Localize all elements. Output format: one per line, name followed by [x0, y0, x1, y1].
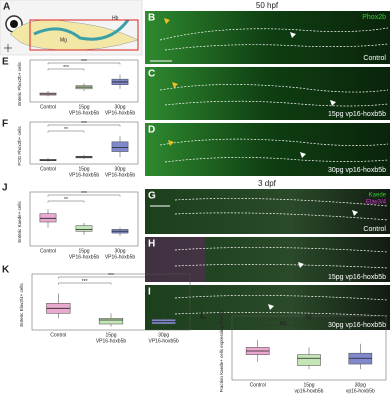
x-tick-label: 15pg — [78, 248, 89, 254]
significance-label: *** — [81, 59, 87, 65]
marker-label: Phox2b — [362, 14, 386, 21]
x-tick-label: 15pg — [303, 382, 314, 388]
significance-bracket — [58, 276, 164, 279]
y-axis-label: POD Phox2b+ cells — [17, 126, 22, 166]
y-axis-label: Enteric Kaede+ cells — [17, 201, 22, 243]
x-tick-label: vp16-hoxb5b — [346, 388, 375, 394]
plot-frame — [29, 59, 139, 103]
panel-letter: H — [148, 239, 155, 250]
plot-frame — [29, 191, 139, 247]
x-tick-label: Control — [250, 382, 266, 388]
significance-label: *** — [108, 273, 114, 279]
panel-letter: C — [148, 69, 155, 80]
x-tick-label: 30pg — [355, 382, 366, 388]
schematic-label: Mg — [60, 37, 67, 43]
significance-bracket — [47, 62, 121, 65]
panel-letter: B — [148, 13, 155, 24]
micrograph: I 30pg vp16-hoxb5b — [145, 285, 390, 330]
panel-letter: F — [2, 119, 8, 130]
x-tick-label: VP16-hoxb5b — [149, 338, 180, 344]
plot-frame — [31, 273, 191, 331]
micrograph: G Kaede Elav3/4 Control — [145, 189, 390, 234]
significance-label: *** — [81, 121, 87, 127]
chart: L Fraction Kaede+ cells expressing Elav3/… — [200, 309, 387, 394]
significance-label: ** — [64, 197, 68, 203]
significance-label: *** — [81, 191, 87, 197]
marker-label: Elav3/4 — [366, 200, 387, 206]
significance-bracket — [47, 194, 121, 197]
panel-letter: L — [200, 311, 206, 322]
schematic-label: Hb — [112, 15, 119, 21]
panel-letter: K — [2, 265, 10, 276]
box — [111, 141, 129, 152]
significance-bracket — [47, 130, 85, 133]
plot-frame — [29, 121, 139, 165]
y-axis-label: Enteric Phox2b+ cells — [17, 62, 22, 106]
x-tick-label: Control — [40, 104, 56, 110]
marker-label: Kaede — [369, 193, 387, 199]
significance-bracket — [257, 318, 361, 321]
x-tick-label: 15pg — [78, 104, 89, 110]
box — [98, 318, 124, 325]
x-tick-label: 30pg — [114, 166, 125, 172]
x-tick-label: VP16-hoxb5b — [69, 110, 100, 116]
condition-label: Control — [363, 226, 386, 233]
box — [39, 213, 57, 223]
significance-label: NS — [306, 315, 314, 321]
stage-label: 50 hpf — [256, 1, 279, 10]
box — [75, 225, 93, 232]
y-axis-label: Fraction Kaede+ cells expressing Elav3/4 — [219, 309, 224, 392]
x-tick-label: VP16-hoxb5b — [96, 338, 127, 344]
significance-bracket — [257, 324, 310, 327]
condition-label: 15pg vp16-hoxb5b — [328, 274, 386, 281]
panel-letter: I — [148, 287, 151, 298]
panel-letter: D — [148, 125, 155, 136]
panel-letter: A — [3, 2, 10, 13]
condition-label: 30pg vp16-hoxb5b — [328, 167, 386, 174]
panel-letter: E — [2, 57, 9, 68]
condition-label: 30pg vp16-hoxb5b — [328, 322, 386, 329]
x-tick-label: VP16-hoxb5b — [105, 110, 136, 116]
significance-label: ** — [64, 127, 68, 133]
panel-letter: J — [2, 183, 8, 194]
significance-label: *** — [63, 65, 69, 71]
x-tick-label: 30pg — [114, 248, 125, 254]
significance-bracket — [47, 68, 85, 71]
box — [297, 354, 321, 366]
condition-label: Control — [363, 55, 386, 62]
significance-label: *** — [82, 279, 88, 285]
x-tick-label: Control — [40, 248, 56, 254]
x-tick-label: 30pg — [158, 332, 169, 338]
y-axis-label: Enteric Elav3/4+ cells — [19, 283, 24, 327]
panel-letter: G — [148, 191, 156, 202]
micrograph: D 30pg vp16-hoxb5b — [145, 123, 390, 176]
significance-label: NS — [280, 321, 288, 327]
stage-label: 3 dpf — [258, 179, 277, 188]
micrograph: B Phox2b Control — [145, 11, 390, 64]
x-tick-label: 15pg — [78, 166, 89, 172]
schematic: A Mg Hb — [0, 0, 143, 56]
significance-bracket — [58, 282, 112, 285]
condition-label: 15pg vp16-hoxb5b — [328, 111, 386, 118]
x-tick-label: VP16-hoxb5b — [105, 254, 136, 260]
x-tick-label: VP16-hoxb5b — [105, 172, 136, 178]
x-tick-label: Control — [50, 332, 66, 338]
x-tick-label: VP16-hoxb5b — [69, 172, 100, 178]
x-tick-label: 15pg — [105, 332, 116, 338]
plot-frame — [231, 315, 387, 381]
x-tick-label: vp16-hoxb5b — [295, 388, 324, 394]
micrograph: H 15pg vp16-hoxb5b — [145, 237, 390, 282]
significance-bracket — [47, 200, 85, 203]
micrograph: C 15pg vp16-hoxb5b — [145, 67, 390, 120]
x-tick-label: VP16-hoxb5b — [69, 254, 100, 260]
x-tick-label: 30pg — [114, 104, 125, 110]
x-tick-label: Control — [40, 166, 56, 172]
significance-bracket — [47, 124, 121, 127]
